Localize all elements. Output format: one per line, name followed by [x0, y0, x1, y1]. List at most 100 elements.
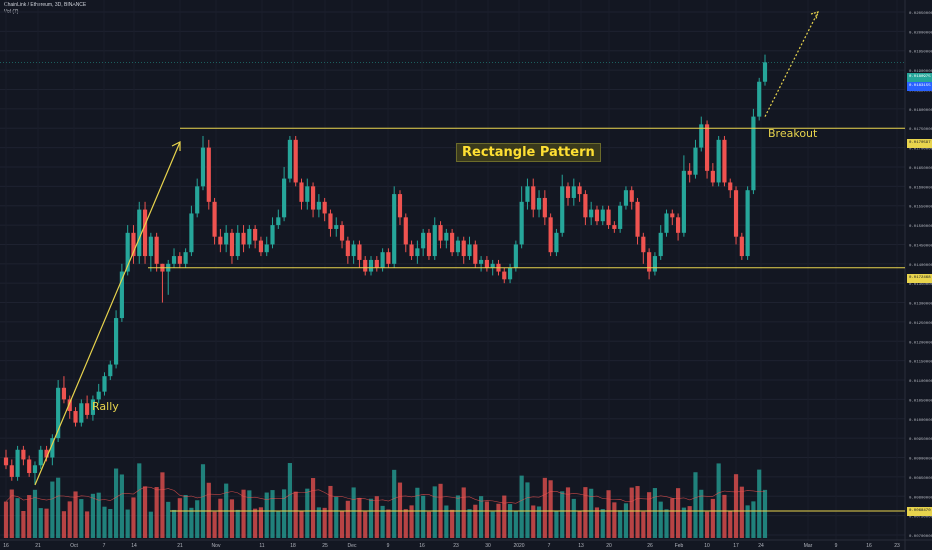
volume-bar — [751, 501, 756, 538]
candle-body — [276, 217, 281, 226]
candle-body — [310, 186, 316, 210]
candle-body — [693, 147, 698, 175]
candle-body — [61, 387, 67, 400]
time-tick-label: Nov — [212, 543, 221, 549]
volume-bar — [322, 507, 327, 538]
volume-bar — [247, 490, 252, 538]
candle-body — [525, 186, 530, 202]
volume-bar — [571, 498, 576, 538]
volume-bar — [44, 508, 49, 538]
volume-bar — [450, 509, 455, 538]
volume-bar — [583, 487, 588, 538]
price-tick-label: 0.01100000 — [909, 380, 932, 384]
candle-body — [670, 213, 675, 218]
candle-body — [467, 244, 472, 257]
candle-body — [131, 232, 136, 257]
volume-bar — [676, 488, 681, 538]
volume-bar — [455, 495, 461, 538]
candle-body — [142, 209, 148, 257]
volume-bar — [421, 495, 426, 538]
candle-body — [745, 190, 750, 257]
volume-bar — [61, 511, 67, 538]
volume-bar — [565, 487, 571, 538]
volume-bar — [137, 463, 142, 538]
volume-bar — [154, 487, 159, 538]
volume-bar — [305, 488, 310, 538]
candle-body — [519, 201, 524, 245]
candle-body — [565, 186, 571, 198]
volume-bar — [473, 504, 478, 538]
candle-body — [270, 225, 275, 245]
price-tick-label: 0.00850000 — [909, 477, 932, 481]
candle-body — [757, 81, 762, 117]
volume-bar — [612, 502, 617, 538]
time-tick-label: 7 — [548, 543, 551, 549]
candle-body — [102, 376, 107, 392]
time-tick-label: 23 — [453, 543, 459, 549]
volume-bar — [392, 469, 397, 538]
candle-body — [15, 449, 20, 477]
candle-body — [305, 186, 310, 202]
projection-arrowhead — [810, 11, 819, 20]
candle-body — [629, 190, 634, 202]
volume-bar — [507, 504, 513, 538]
volume-bar — [282, 489, 287, 538]
volume-level-tag: 0.0068470 — [907, 507, 932, 516]
price-tick-label: 0.01350000 — [909, 283, 932, 287]
volume-bar — [316, 507, 321, 538]
candle-body — [148, 236, 153, 257]
candle-body — [212, 201, 217, 237]
volume-bar — [757, 469, 762, 538]
volume-bar — [90, 493, 95, 538]
volume-bar — [745, 505, 750, 538]
volume-bar — [502, 495, 507, 538]
volume-bar — [32, 489, 38, 538]
volume-bar — [79, 499, 84, 538]
volume-bar — [56, 477, 61, 538]
candle-body — [716, 139, 721, 183]
rectangle-pattern-label[interactable]: Rectangle Pattern — [456, 143, 601, 162]
volume-bar — [374, 496, 379, 538]
volume-bar — [536, 506, 542, 538]
volume-bar — [641, 511, 646, 538]
time-tick-label: 16 — [419, 543, 425, 549]
volume-bar — [647, 492, 652, 538]
volume-bar — [519, 475, 524, 538]
volume-bar — [403, 509, 408, 538]
volume-bar — [623, 503, 629, 538]
time-tick-label: 24 — [758, 543, 764, 549]
candle-body — [380, 252, 385, 268]
rally-label[interactable]: Rally — [92, 400, 119, 413]
volume-bar — [716, 463, 721, 538]
volume-bar — [310, 478, 316, 538]
candle-body — [3, 457, 9, 466]
candle-body — [438, 225, 443, 241]
volume-bar — [542, 477, 547, 538]
candle-body — [444, 232, 449, 241]
volume-bar — [148, 511, 153, 538]
breakout-label[interactable]: Breakout — [768, 127, 818, 140]
volume-bar — [218, 498, 223, 538]
volume-bar — [38, 508, 43, 538]
time-tick-label: 20 — [606, 543, 612, 549]
candle-body — [189, 213, 194, 253]
candle-body — [282, 178, 287, 218]
volume-bar — [195, 500, 200, 538]
volume-bar — [699, 489, 704, 538]
time-tick-label: 11 — [259, 543, 264, 549]
volume-bar — [351, 487, 356, 538]
volume-bar — [27, 495, 32, 538]
candle-body — [299, 182, 304, 202]
candle-body — [421, 232, 426, 249]
volume-bar — [415, 487, 420, 538]
candle-body — [247, 228, 252, 245]
candle-body — [432, 225, 437, 257]
price-tick-label: 0.01600000 — [909, 186, 932, 190]
volume-bar — [9, 489, 14, 538]
candle-body — [583, 194, 588, 218]
candle-body — [218, 236, 223, 245]
price-tick-label: 0.01750000 — [909, 128, 932, 132]
candle-body — [224, 232, 229, 245]
volume-bar — [664, 509, 669, 538]
